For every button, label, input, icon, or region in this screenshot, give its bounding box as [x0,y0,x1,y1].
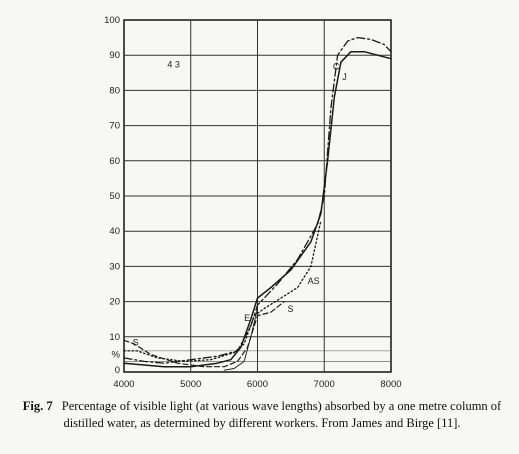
y-tick-label: 50 [109,191,120,202]
curve-label-j: J [342,72,347,82]
curve-label-e: E [244,313,250,323]
x-tick-label: 6000 [247,379,268,390]
curve-label-as: AS [308,276,320,286]
figure-caption: Fig. 7 Percentage of visible light (at v… [22,398,502,432]
series-line-e [223,308,258,371]
y-tick-label: 0 [115,365,120,376]
caption-label: Fig. 7 [22,399,53,413]
curve-label-s: S [288,304,294,314]
series-line-s [123,301,285,368]
y-tick-label: 100 [104,15,120,26]
stray-mark: 4 3 [167,60,180,70]
series-line-c [123,36,392,364]
x-tick-label: 7000 [314,379,335,390]
y-tick-label: 40 [109,226,120,237]
series-line-as [123,219,322,363]
absorption-chart: 10 20 30 40 50 60 70 80 90 100 0% 4000 5000 6000 7000 8… [104,15,401,390]
curve-label-s: S [133,338,139,348]
y-tick-label: 60 [109,156,120,167]
x-tick-label: 8000 [380,379,401,390]
y-tick-label: 90 [109,50,120,61]
series-lines [123,36,392,371]
y-tick-label: 30 [109,261,120,272]
y-tick-label: 70 [109,121,120,132]
tick-labels: 10 20 30 40 50 60 70 80 90 100 0% 4000 5000 6000 7000 8… [104,15,401,390]
x-tick-label: 5000 [180,379,201,390]
curve-labels: CJ AS S E S 4 3 [133,60,347,348]
y-tick-label: 10 [109,332,120,343]
curve-label-c: C [333,61,340,71]
y-unit-label: % [112,349,121,360]
caption-text: Percentage of visible light (at various … [61,399,502,430]
x-tick-label: 4000 [113,379,134,390]
y-tick-label: 80 [109,85,120,96]
grid [123,19,392,373]
y-tick-label: 20 [109,297,120,308]
